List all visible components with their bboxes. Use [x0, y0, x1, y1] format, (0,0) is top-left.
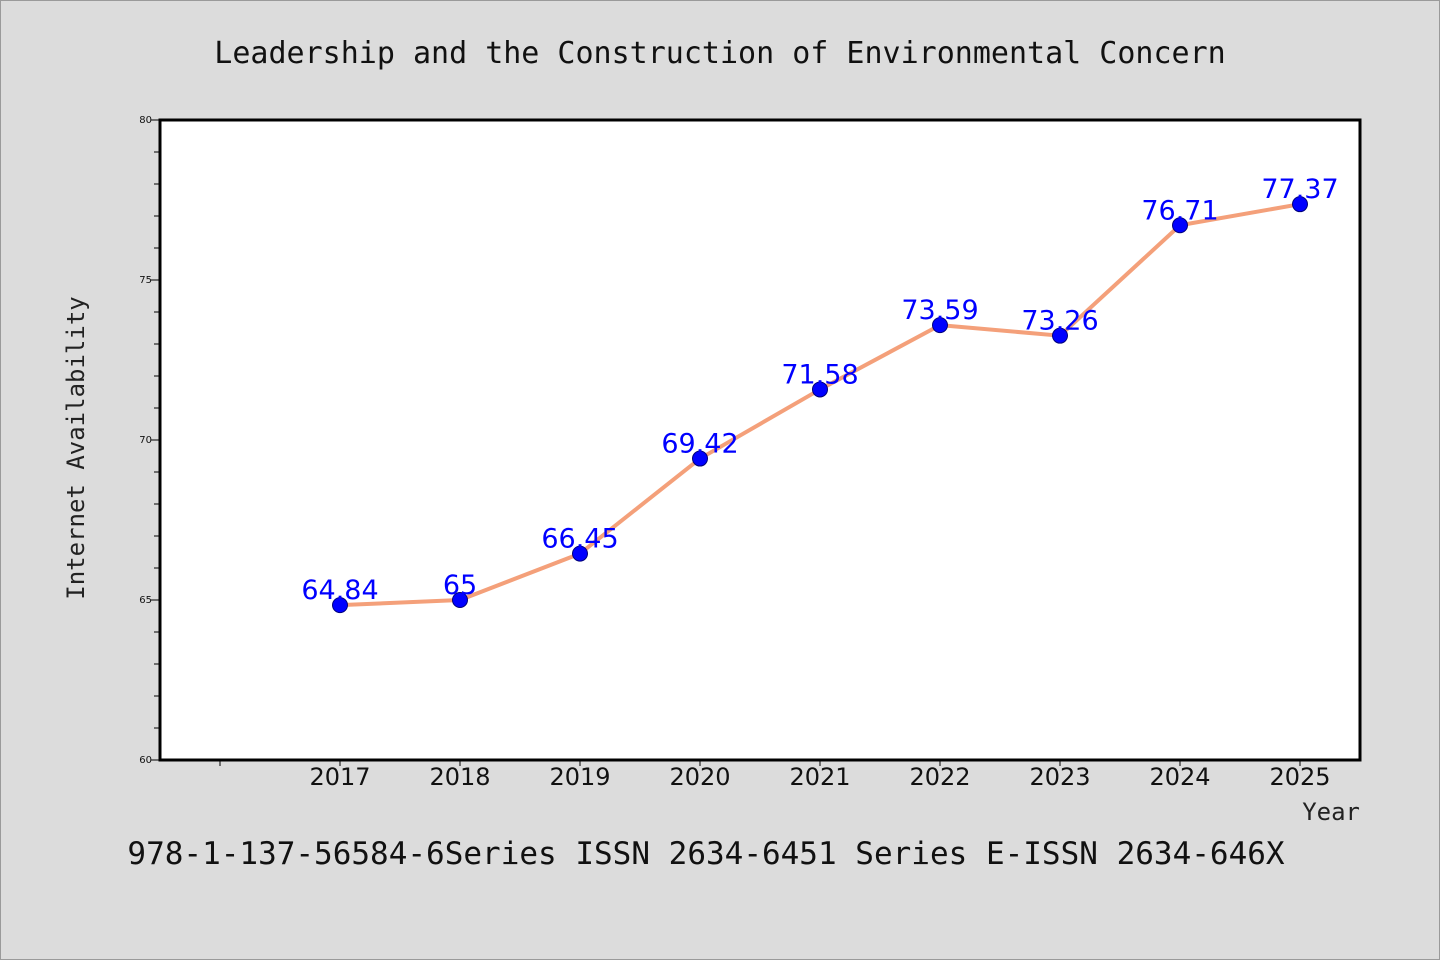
chart-title: Leadership and the Construction of Envir… [214, 36, 1225, 71]
data-label: 64.84 [301, 575, 378, 606]
x-tick-label: 2019 [549, 763, 610, 791]
x-axis: 2017 2018 2019 2020 2021 2022 2023 2024 2025 [219, 760, 1331, 791]
data-point [1052, 327, 1068, 344]
y-axis-label: Internet Availability [62, 296, 90, 599]
data-label: 76.71 [1141, 195, 1218, 226]
y-tick-label: 75 [139, 275, 152, 286]
x-tick-label: 2018 [429, 763, 490, 791]
x-tick-label: 2023 [1029, 763, 1090, 791]
data-label: 73.59 [901, 295, 978, 326]
y-tick-label: 60 [139, 755, 152, 766]
x-axis-label: Year [1302, 798, 1360, 826]
data-point [452, 592, 468, 608]
y-tick-label: 65 [139, 595, 152, 606]
data-label: 71.58 [781, 359, 858, 390]
data-label: 73.26 [1021, 306, 1098, 337]
x-tick-label: 2024 [1149, 763, 1210, 791]
data-label: 65 [443, 570, 477, 601]
data-point [692, 450, 708, 467]
x-tick-label: 2017 [309, 763, 370, 791]
data-label: 69.42 [661, 429, 738, 460]
data-label: 77.37 [1261, 174, 1338, 205]
x-tick-label: 2022 [909, 763, 970, 791]
data-point [932, 317, 948, 334]
data-point [1292, 196, 1308, 213]
footer-isbn-text: 978-1-137-56584-6Series ISSN 2634-6451 S… [127, 836, 1284, 872]
y-tick-label: 70 [139, 435, 152, 446]
data-point [812, 381, 828, 398]
x-tick-label: 2021 [789, 763, 850, 791]
x-tick-label: 2025 [1269, 763, 1330, 791]
series-layer: 64.84 65 66.45 69.42 71.58 73.59 73.26 76.71 77.… [301, 174, 1339, 614]
y-tick-label: 80 [139, 115, 152, 126]
data-point [1172, 217, 1188, 234]
x-tick-label: 2020 [669, 763, 730, 791]
data-point [332, 597, 348, 614]
data-point [572, 545, 588, 562]
plot-area [158, 118, 1362, 762]
data-label: 66.45 [541, 524, 618, 555]
y-axis: 60 65 70 75 80 [139, 115, 160, 766]
